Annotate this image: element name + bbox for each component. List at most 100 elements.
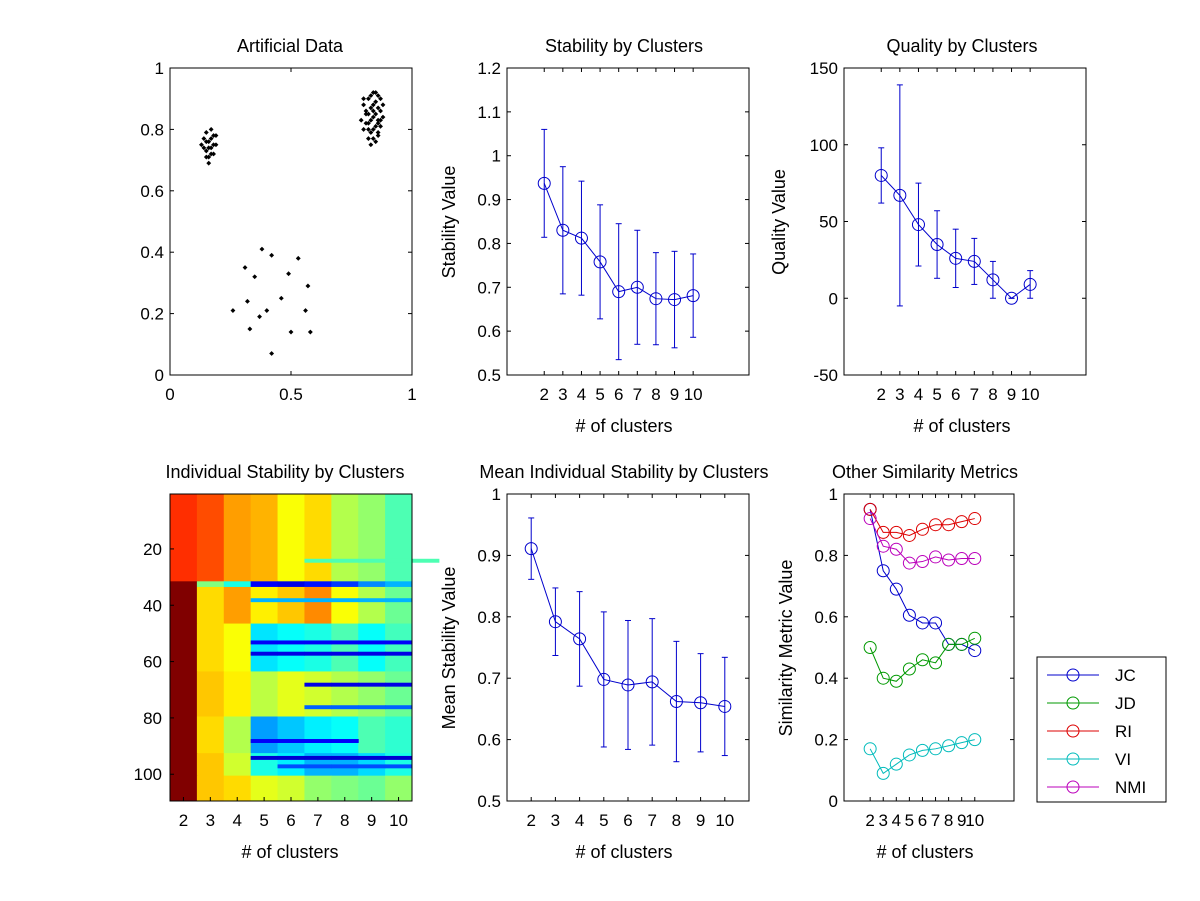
legend-marker (1066, 696, 1080, 710)
heatmap-cell (170, 671, 198, 718)
data-point (902, 556, 916, 570)
scatter-point (368, 93, 374, 99)
legend-marker (1066, 668, 1080, 682)
legend-label: JC (1115, 666, 1136, 685)
data-point (915, 616, 929, 630)
y-tick-label: 20 (143, 540, 162, 559)
heatmap-cell (385, 671, 413, 718)
x-tick-label: 7 (931, 811, 940, 830)
heatmap-cell (250, 586, 279, 625)
x-tick-label: 2 (526, 811, 535, 830)
heatmap-cell (304, 764, 332, 769)
panel-other-similarity-metrics: Other Similarity Metrics # of clusters S… (776, 462, 1167, 862)
heatmap-cell (385, 651, 413, 656)
y-tick-label: 0.9 (477, 546, 501, 565)
heatmap-cell (358, 671, 386, 718)
data-point (863, 512, 877, 526)
heatmap-cell (385, 716, 413, 754)
data-point (876, 564, 890, 578)
x-tick-label: 6 (614, 385, 623, 404)
legend-marker (1066, 724, 1080, 738)
heatmap-cell (385, 598, 413, 603)
heatmap-cell (304, 581, 332, 588)
heatmap-cell (385, 682, 413, 687)
plot-title: Stability by Clusters (545, 36, 703, 56)
data-point (694, 696, 708, 710)
data-point (902, 748, 916, 762)
x-tick-label: 7 (970, 385, 979, 404)
series-line (869, 739, 975, 775)
data-point (574, 231, 588, 245)
scatter-point (368, 105, 374, 111)
heatmap-cell (331, 755, 359, 760)
x-tick-label: 2 (865, 811, 874, 830)
scatter-point (269, 252, 275, 258)
legend-marker (1066, 780, 1080, 794)
x-axis-label: # of clusters (575, 842, 672, 862)
series-line (530, 548, 725, 707)
x-tick-label: 7 (313, 811, 322, 830)
heatmap-cell (358, 598, 386, 603)
x-tick-label: 4 (892, 811, 901, 830)
data-point (955, 551, 969, 565)
data-point (556, 223, 570, 237)
scatter-point (366, 136, 371, 142)
scatter-point (208, 151, 214, 157)
x-tick-label: 0 (165, 385, 174, 404)
heatmap-cell (277, 640, 305, 645)
scatter-point (370, 108, 376, 114)
heatmap-cell (358, 558, 386, 563)
x-tick-label: 6 (918, 811, 927, 830)
data-point (874, 168, 888, 182)
x-tick-label: 2 (876, 385, 885, 404)
data-point (929, 616, 943, 630)
heatmap-cell (304, 739, 332, 743)
data-point (915, 743, 929, 757)
x-tick-label: 7 (647, 811, 656, 830)
heatmap-cell (358, 764, 386, 769)
y-tick-label: 0.8 (477, 234, 501, 253)
x-tick-label: 8 (651, 385, 660, 404)
data-point (915, 555, 929, 569)
scatter-point (358, 117, 364, 123)
y-tick-label: 0.8 (814, 546, 838, 565)
legend-marker (1066, 752, 1080, 766)
heatmap-cell (358, 716, 386, 754)
y-tick-label: 150 (810, 59, 838, 78)
y-axis-label: Quality Value (769, 169, 789, 275)
x-axis-label: # of clusters (241, 842, 338, 862)
data-point (889, 674, 903, 688)
heatmap-cell (385, 586, 413, 625)
axes-frame (506, 67, 750, 376)
data-point (621, 678, 635, 692)
scatter-point (380, 102, 386, 108)
heatmap-cell (223, 753, 252, 777)
heatmap-cell (196, 671, 225, 718)
heatmap-cell (277, 755, 305, 760)
y-tick-label: 100 (810, 136, 838, 155)
heatmap-cell (358, 494, 386, 582)
scatter-point (375, 105, 381, 111)
heatmap-cell (304, 640, 332, 645)
y-tick-label: 0.4 (140, 243, 164, 262)
x-tick-label: 4 (577, 385, 586, 404)
y-tick-label: 0.8 (477, 608, 501, 627)
x-tick-label: 2 (179, 811, 188, 830)
x-tick-label: 9 (1007, 385, 1016, 404)
scatter-point (370, 126, 376, 132)
scatter-point (247, 326, 253, 332)
heatmap-cell (196, 623, 225, 672)
data-point (902, 662, 916, 676)
heatmap-cell (358, 640, 386, 645)
heatmap-cell (358, 682, 386, 687)
x-tick-label: 5 (905, 811, 914, 830)
heatmap-cell (331, 598, 359, 603)
x-tick-label: 9 (957, 811, 966, 830)
data-point (986, 273, 1000, 287)
data-point (942, 637, 956, 651)
heatmap-cell (277, 623, 305, 672)
x-tick-label: 10 (389, 811, 408, 830)
heatmap-cell (250, 651, 279, 656)
panel-mean-individual-stability: Mean Individual Stability by Clusters # … (439, 462, 769, 862)
data-point (548, 615, 562, 629)
